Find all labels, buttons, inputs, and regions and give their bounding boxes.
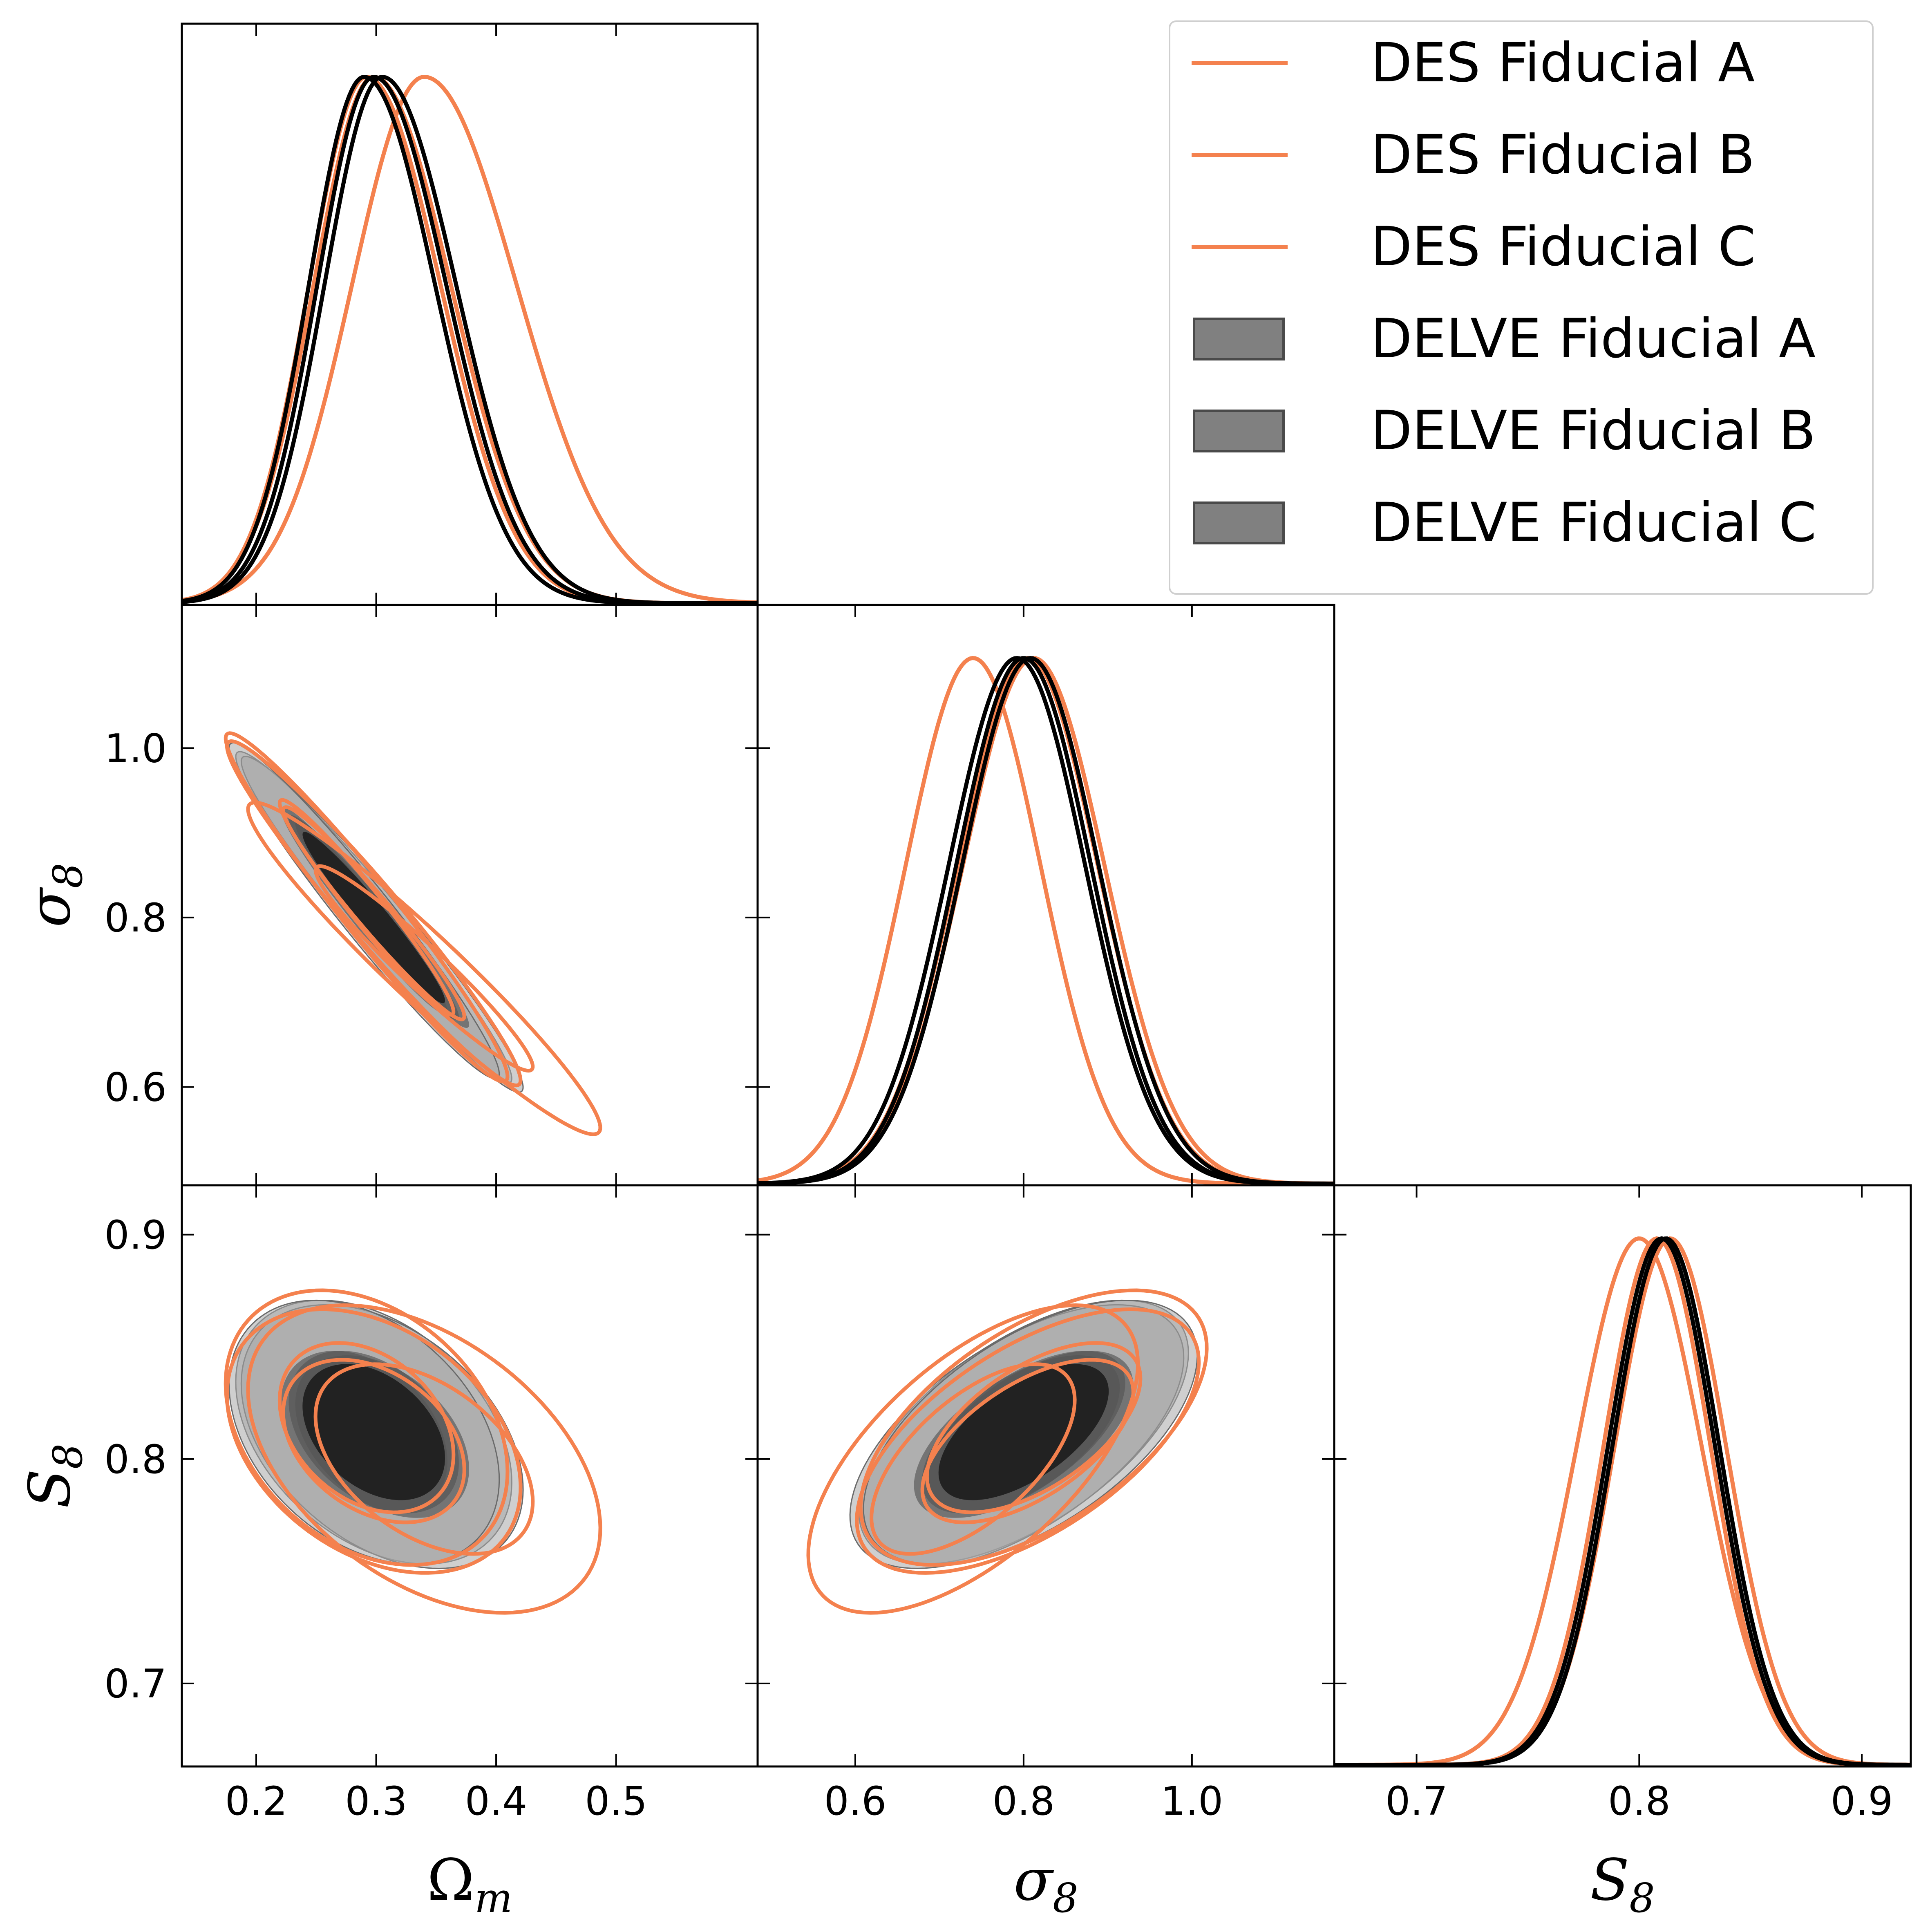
legend-line-swatch bbox=[1192, 245, 1288, 249]
des-contour-68 bbox=[277, 1341, 456, 1514]
legend-item: DES Fiducial B bbox=[1170, 114, 1872, 196]
x-tick-label: 1.0 bbox=[1161, 1778, 1223, 1824]
axis-title-omega_m: Ωm bbox=[427, 1847, 512, 1922]
legend-label: DES Fiducial C bbox=[1371, 215, 1756, 278]
axis-title-s_8: S8 bbox=[17, 1444, 92, 1508]
des-contour-95 bbox=[224, 1288, 510, 1567]
labels-layer: 0.2 0.3 0.4 0.5 0.6 0.8 1.0 0.7 0.8 0.9 0.6 0.8 1.0 0… bbox=[17, 725, 1893, 1922]
legend-item: DELVE Fiducial A bbox=[1170, 298, 1872, 380]
des-contour-68 bbox=[281, 1358, 466, 1525]
legend-item: DES Fiducial A bbox=[1170, 22, 1872, 104]
marginal-curve-omega_m bbox=[181, 75, 758, 605]
delve-contour-core bbox=[938, 1364, 1109, 1500]
delve-contour-core bbox=[302, 1364, 445, 1500]
x-tick-label: 0.4 bbox=[465, 1778, 528, 1824]
marginal-curve-sigma_8 bbox=[757, 656, 1334, 1186]
des-contour-95 bbox=[246, 800, 602, 1136]
filled-contours-layer bbox=[228, 742, 1198, 1569]
panel-frame bbox=[1333, 1184, 1912, 1768]
legend-patch-swatch bbox=[1193, 501, 1285, 544]
legend-label: DELVE Fiducial A bbox=[1371, 307, 1816, 370]
legend-item: DELVE Fiducial B bbox=[1170, 390, 1872, 472]
marginal-curve-sigma_8 bbox=[757, 656, 1334, 1186]
marginal-curve-sigma_8 bbox=[757, 656, 1334, 1186]
x-tick-label: 0.2 bbox=[225, 1778, 288, 1824]
axes-layer bbox=[181, 22, 1912, 1768]
y-tick-label: 0.9 bbox=[104, 1212, 167, 1258]
x-tick-label: 0.8 bbox=[993, 1778, 1055, 1824]
des-contour-95 bbox=[806, 1303, 1140, 1615]
legend-patch-swatch bbox=[1193, 318, 1285, 360]
x-tick-label: 0.3 bbox=[345, 1778, 407, 1824]
legend-label: DELVE Fiducial C bbox=[1371, 491, 1817, 554]
x-tick-label: 0.9 bbox=[1831, 1778, 1893, 1824]
y-tick-label: 1.0 bbox=[104, 725, 167, 771]
marginal-curve-s_8 bbox=[1334, 1236, 1911, 1767]
axis-title-sigma_8: σ8 bbox=[1014, 1847, 1078, 1922]
marginal-curve-omega_m bbox=[181, 75, 758, 605]
line-contours-layer bbox=[181, 75, 1911, 1767]
des-contour-68 bbox=[920, 1358, 1135, 1525]
des-contour-68 bbox=[313, 1362, 535, 1556]
legend: DES Fiducial A DES Fiducial B DES Fiduci… bbox=[1169, 20, 1874, 595]
marginal-curve-s_8 bbox=[1334, 1236, 1911, 1767]
des-contour-68 bbox=[870, 1362, 1077, 1556]
marginal-curve-s_8 bbox=[1334, 1236, 1911, 1767]
legend-label: DES Fiducial A bbox=[1371, 31, 1755, 94]
y-tick-label: 0.7 bbox=[104, 1661, 167, 1707]
legend-label: DES Fiducial B bbox=[1371, 123, 1755, 186]
marginal-curve-omega_m bbox=[181, 75, 758, 605]
legend-line-swatch bbox=[1192, 61, 1288, 65]
x-tick-label: 0.5 bbox=[585, 1778, 647, 1824]
legend-item: DES Fiducial C bbox=[1170, 206, 1872, 288]
x-tick-label: 0.6 bbox=[824, 1778, 887, 1824]
y-tick-label: 0.8 bbox=[104, 895, 167, 941]
axis-title-s_8: S8 bbox=[1590, 1847, 1655, 1922]
axis-title-sigma_8: σ8 bbox=[17, 863, 92, 927]
legend-label: DELVE Fiducial B bbox=[1371, 399, 1816, 462]
x-tick-label: 0.8 bbox=[1608, 1778, 1671, 1824]
legend-line-swatch bbox=[1192, 153, 1288, 157]
legend-item: DELVE Fiducial C bbox=[1170, 482, 1872, 564]
des-contour-68 bbox=[313, 864, 535, 1073]
panel-frame bbox=[181, 604, 759, 1187]
des-contour-95 bbox=[246, 1303, 602, 1615]
des-contour-68 bbox=[925, 1341, 1143, 1514]
legend-patch-swatch bbox=[1193, 410, 1285, 452]
des-contour-95 bbox=[859, 1288, 1209, 1567]
y-tick-label: 0.6 bbox=[104, 1065, 167, 1110]
marginal-curve-s_8 bbox=[1334, 1236, 1911, 1767]
marginal-curve-s_8 bbox=[1334, 1236, 1911, 1767]
x-tick-label: 0.7 bbox=[1385, 1778, 1448, 1824]
y-tick-label: 0.8 bbox=[104, 1437, 167, 1482]
marginal-curve-s_8 bbox=[1334, 1236, 1911, 1767]
